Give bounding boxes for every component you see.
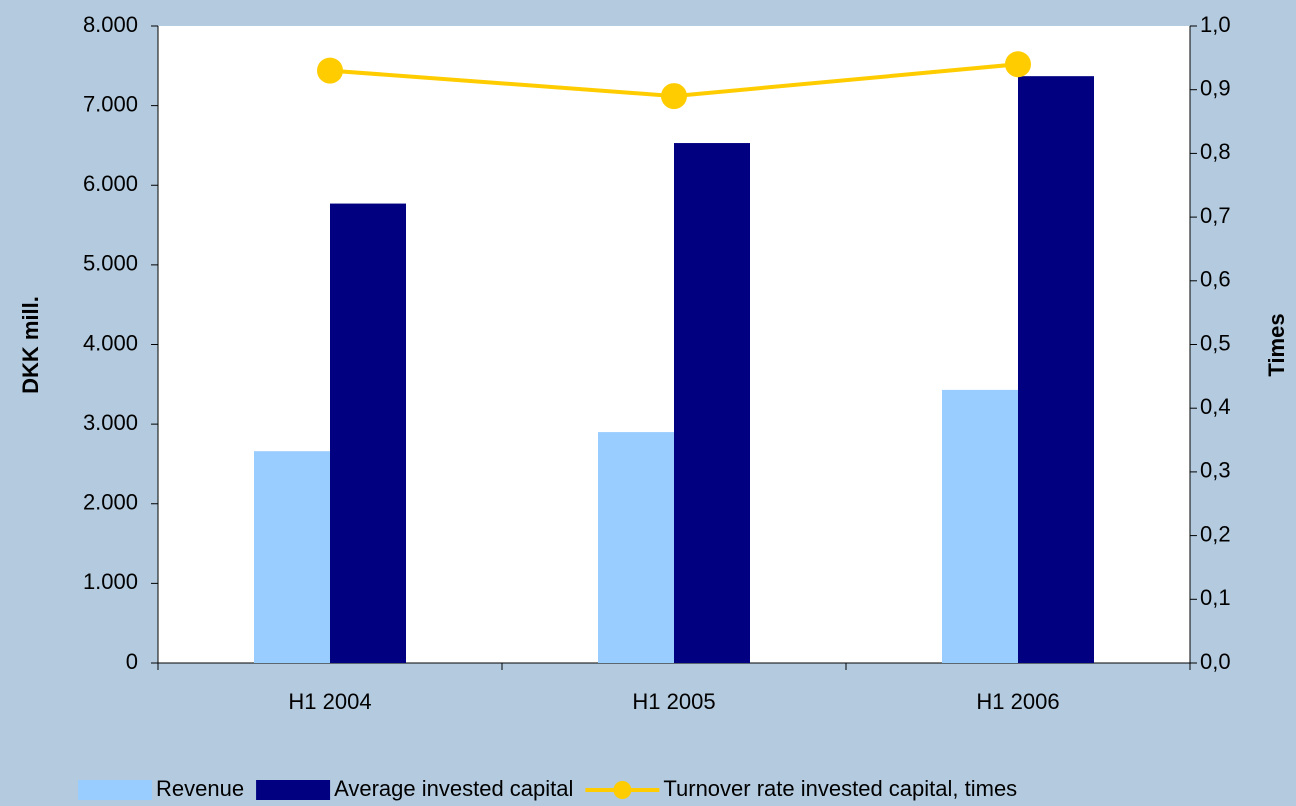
y-tick-label: 5.000 xyxy=(83,251,138,276)
legend-swatch xyxy=(256,780,331,800)
y-tick-label: 8.000 xyxy=(83,12,138,37)
marker xyxy=(317,57,343,84)
bar xyxy=(330,203,406,663)
legend-swatch xyxy=(613,781,632,799)
y-tick-label: 6.000 xyxy=(83,171,138,196)
y2-tick-label: 0,7 xyxy=(1200,203,1231,228)
legend-label: Turnover rate invested capital, times xyxy=(663,776,1017,801)
y2-tick-label: 1,0 xyxy=(1200,12,1231,37)
x-tick-label: H1 2004 xyxy=(288,689,371,714)
y-tick-label: 0 xyxy=(126,649,138,674)
x-tick-label: H1 2006 xyxy=(976,689,1059,714)
y2-tick-label: 0,8 xyxy=(1200,139,1231,164)
bar xyxy=(942,389,1018,663)
y2-tick-label: 0,9 xyxy=(1200,76,1231,101)
y-tick-label: 1.000 xyxy=(83,569,138,594)
bar xyxy=(598,432,674,663)
legend-label: Average invested capital xyxy=(334,776,573,801)
marker xyxy=(1005,51,1031,78)
y2-tick-label: 0,2 xyxy=(1200,521,1231,546)
marker xyxy=(661,83,687,110)
y2-tick-label: 0,1 xyxy=(1200,585,1231,610)
bar xyxy=(254,451,330,663)
bar xyxy=(1018,76,1094,663)
y-tick-label: 2.000 xyxy=(83,490,138,515)
y2-tick-label: 0,3 xyxy=(1200,458,1231,483)
legend-label: Revenue xyxy=(156,776,244,801)
legend-swatch xyxy=(78,780,152,800)
y2-axis-title: Times xyxy=(1264,313,1289,376)
y-tick-label: 7.000 xyxy=(83,91,138,116)
y-tick-label: 4.000 xyxy=(83,330,138,355)
y-axis-title: DKK mill. xyxy=(18,296,43,394)
y-tick-label: 3.000 xyxy=(83,410,138,435)
y2-tick-label: 0,5 xyxy=(1200,330,1231,355)
y2-tick-label: 0,6 xyxy=(1200,267,1231,292)
bar xyxy=(674,143,750,663)
y2-tick-label: 0,0 xyxy=(1200,649,1231,674)
x-tick-label: H1 2005 xyxy=(632,689,715,714)
y2-tick-label: 0,4 xyxy=(1200,394,1231,419)
